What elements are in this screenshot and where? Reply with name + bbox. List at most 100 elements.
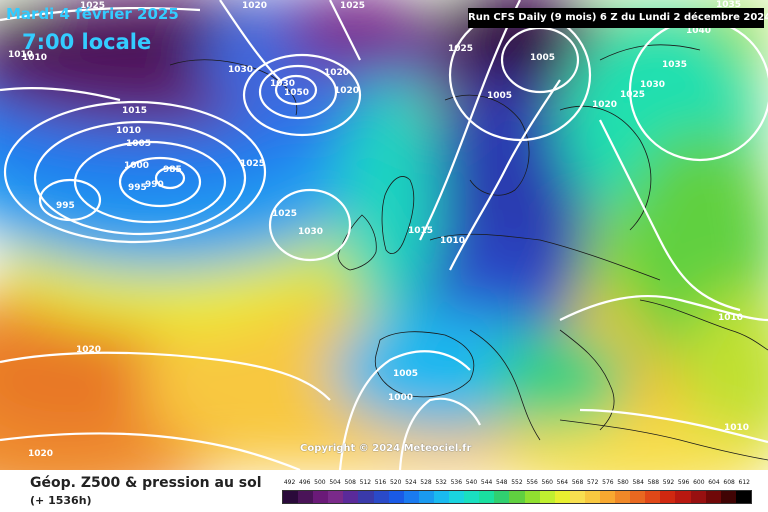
color-scale-swatch (630, 491, 646, 503)
color-scale-swatch (388, 491, 404, 503)
pressure-label: 1000 (388, 393, 413, 403)
color-scale-label: 496 (299, 479, 311, 486)
chart-title: Géop. Z500 & pression au sol (30, 475, 262, 491)
color-scale-label: 596 (677, 479, 690, 486)
color-scale-swatch (539, 491, 555, 503)
color-scale-label: 600 (693, 479, 705, 486)
pressure-label: 1010 (116, 126, 141, 136)
color-scale-swatch (464, 491, 480, 503)
coastlines (169, 44, 768, 461)
pressure-label: 1025 (340, 1, 365, 11)
color-scale-swatch (569, 491, 585, 503)
color-scale-swatch (449, 491, 465, 503)
color-scale-label: 564 (556, 479, 569, 486)
color-scale-swatch (403, 491, 419, 503)
color-scale-swatch (645, 491, 661, 503)
pressure-label: 1015 (408, 226, 433, 236)
color-scale-label: 568 (571, 479, 584, 486)
color-scale-swatch (735, 491, 751, 503)
color-scale-swatch (418, 491, 434, 503)
color-scale-label: 536 (450, 479, 463, 486)
color-scale-label: 556 (526, 479, 538, 486)
pressure-label: 1005 (126, 139, 151, 149)
color-scale-swatch (524, 491, 540, 503)
pressure-label: 1010 (22, 53, 47, 63)
pressure-label: 1020 (592, 100, 617, 110)
pressure-label: 1010 (440, 236, 465, 246)
color-scale-swatch (599, 491, 616, 503)
color-scale: 492 496 500 504 508 512 516 520 524 528 532 536 540 5… (282, 478, 752, 508)
pressure-label: 1015 (122, 106, 147, 116)
pressure-label: 1005 (393, 369, 418, 379)
pressure-label: 1030 (640, 80, 665, 90)
color-scale-swatch (343, 491, 359, 503)
pressure-labels: 1025 1020 1030 1015 1010 1005 1000 995 9… (8, 0, 749, 459)
pressure-label: 995 (56, 201, 75, 211)
color-scale-label: 508 (344, 479, 356, 486)
forecast-time: 7:00 locale (22, 30, 152, 54)
pressure-label: 1020 (242, 1, 267, 11)
pressure-label: 1025 (80, 1, 105, 11)
color-scale-label: 584 (632, 479, 644, 486)
z500-color-field (0, 0, 768, 470)
color-scale-label: 500 (314, 479, 326, 486)
isobars (0, 0, 768, 470)
color-scale-label: 608 (723, 479, 735, 486)
pressure-label: 995 (128, 183, 147, 193)
color-scale-swatch (509, 491, 525, 503)
pressure-label: 990 (145, 180, 164, 190)
color-scale-label: 544 (480, 479, 493, 486)
pressure-label: 1010 (8, 50, 33, 60)
pressure-label: 1020 (324, 68, 349, 78)
color-scale-swatch (584, 491, 600, 503)
pressure-label: 1030 (270, 79, 295, 89)
pressure-label: 1020 (76, 345, 101, 355)
forecast-date: Mardi 4 février 2025 (6, 5, 179, 23)
color-scale-swatch (433, 491, 450, 503)
color-scale-bar (282, 490, 752, 504)
color-scale-label: 560 (541, 479, 553, 486)
pressure-label: 1025 (272, 209, 297, 219)
color-scale-swatch (283, 491, 299, 503)
color-scale-label: 492 (283, 479, 296, 486)
color-scale-label: 552 (511, 479, 523, 486)
color-scale-swatch (554, 491, 570, 503)
pressure-label: 1040 (686, 26, 711, 36)
color-scale-labels: 492 496 500 504 508 512 516 520 524 528 532 536 540 5… (282, 478, 752, 488)
color-scale-label: 504 (329, 479, 341, 486)
pressure-label: 1020 (334, 86, 359, 96)
geopotential-map: 1025 1020 1030 1015 1010 1005 1000 995 9… (0, 0, 768, 470)
pressure-label: 1005 (530, 53, 555, 63)
pressure-label: 1030 (298, 227, 323, 237)
pressure-label: 1000 (124, 161, 149, 171)
forecast-hours: (+ 1536h) (30, 494, 92, 507)
color-scale-swatch (720, 491, 736, 503)
color-scale-label: 528 (420, 479, 432, 486)
color-scale-label: 588 (647, 479, 660, 486)
pressure-label: 1030 (228, 65, 253, 75)
pressure-label: 1020 (28, 449, 53, 459)
color-scale-label: 524 (405, 479, 417, 486)
color-scale-label: 540 (465, 479, 478, 486)
color-scale-swatch (494, 491, 510, 503)
color-scale-label: 548 (496, 479, 508, 486)
pressure-label: 1035 (716, 0, 741, 10)
pressure-label: 1050 (284, 88, 309, 98)
color-scale-label: 520 (389, 479, 402, 486)
color-scale-swatch (313, 491, 329, 503)
color-scale-swatch (660, 491, 676, 503)
model-run-label: Run CFS Daily (9 mois) 6 Z du Lundi 2 dé… (468, 8, 768, 28)
color-scale-label: 512 (359, 479, 372, 486)
color-scale-swatch (705, 491, 721, 503)
color-scale-label: 516 (374, 479, 387, 486)
color-scale-swatch (675, 491, 691, 503)
color-scale-swatch (615, 491, 631, 503)
map-legend-footer: Géop. Z500 & pression au sol (+ 1536h) 4… (0, 470, 768, 512)
color-scale-swatch (690, 491, 706, 503)
color-scale-swatch (328, 491, 344, 503)
color-scale-label: 612 (738, 479, 750, 486)
pressure-label: 985 (163, 165, 182, 175)
color-scale-label: 604 (708, 479, 720, 486)
pressure-label: 1035 (662, 60, 687, 70)
